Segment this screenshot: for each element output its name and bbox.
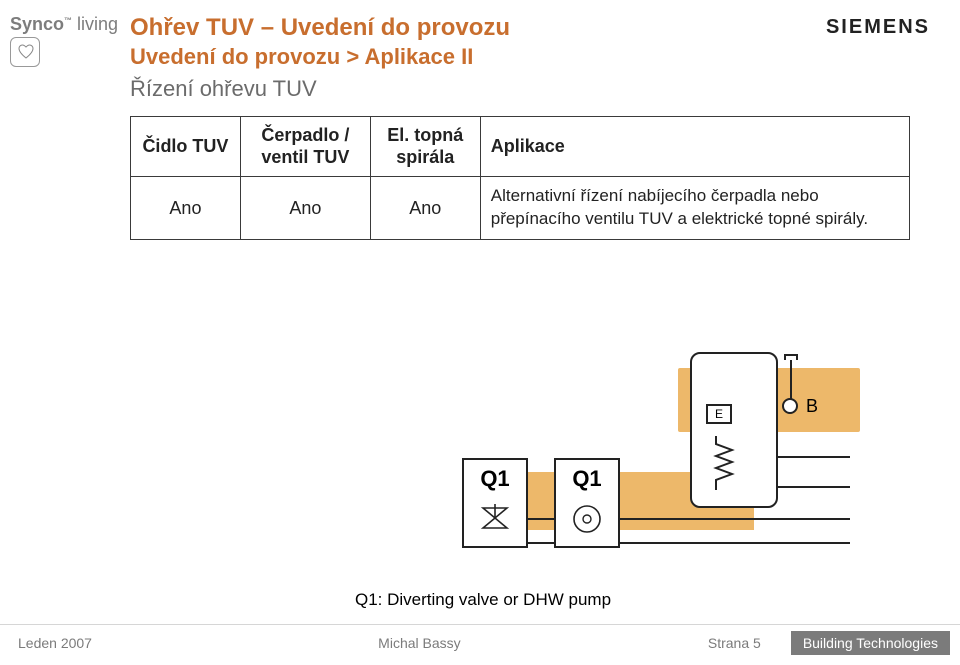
footer: Leden 2007 Michal Bassy Strana 5 Buildin… [0, 624, 960, 665]
footer-date: Leden 2007 [18, 635, 178, 651]
footer-building-technologies: Building Technologies [791, 631, 950, 655]
sensor-label: B [806, 396, 818, 417]
hydraulic-diagram: E B Q1 Q1 [290, 330, 850, 590]
q1-valve-label: Q1 [464, 466, 526, 492]
cell-heater: Ano [370, 177, 480, 240]
application-table: Čidlo TUV Čerpadlo / ventil TUV El. topn… [130, 116, 910, 240]
footer-author: Michal Bassy [178, 635, 661, 651]
table-header-row: Čidlo TUV Čerpadlo / ventil TUV El. topn… [131, 117, 910, 177]
footer-page: Strana 5 [661, 635, 781, 651]
coil-icon [706, 434, 742, 494]
heater-label: E [715, 407, 723, 421]
sensor-stem-icon [790, 360, 792, 400]
col-application: Aplikace [480, 117, 909, 177]
sensor-icon [782, 398, 798, 414]
q1-pump-label: Q1 [556, 466, 618, 492]
cell-sensor: Ano [131, 177, 241, 240]
q1-pump-box: Q1 [554, 458, 620, 548]
pump-icon [567, 502, 607, 536]
section-label: Řízení ohřevu TUV [130, 76, 930, 102]
header: SIEMENS Ohřev TUV – Uvedení do provozu U… [0, 0, 960, 106]
diverting-valve-icon [475, 502, 515, 536]
page-subtitle: Uvedení do provozu > Aplikace II [130, 44, 930, 70]
page-title: Ohřev TUV – Uvedení do provozu [130, 14, 930, 42]
diagram-caption: Q1: Diverting valve or DHW pump [355, 590, 611, 610]
col-sensor: Čidlo TUV [131, 117, 241, 177]
q1-valve-box: Q1 [462, 458, 528, 548]
electric-heater-icon: E [706, 404, 732, 424]
siemens-logo: SIEMENS [826, 16, 930, 39]
col-pump: Čerpadlo / ventil TUV [240, 117, 370, 177]
col-heater: El. topná spirála [370, 117, 480, 177]
table-row: Ano Ano Ano Alternativní řízení nabíjecí… [131, 177, 910, 240]
cell-application: Alternativní řízení nabíjecího čerpadla … [480, 177, 909, 240]
cell-pump: Ano [240, 177, 370, 240]
